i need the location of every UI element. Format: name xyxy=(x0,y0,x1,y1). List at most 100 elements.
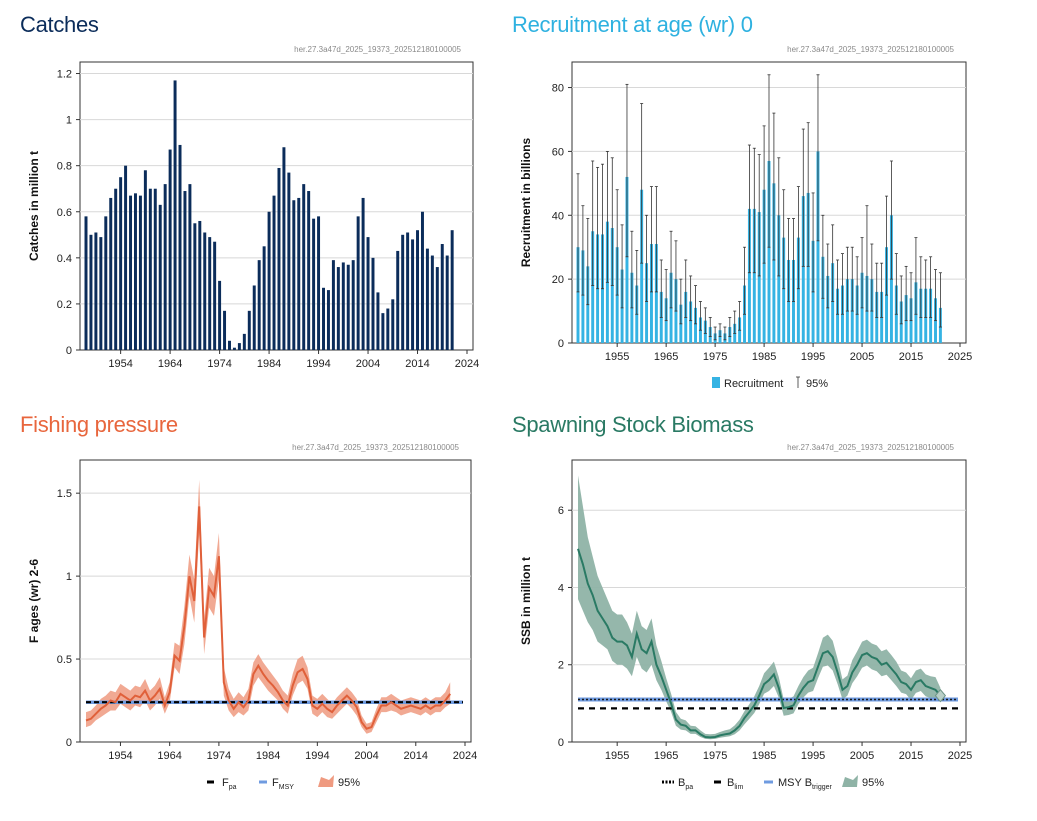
fishing-y-tick-label: 0 xyxy=(66,737,72,749)
catches-bar xyxy=(302,184,306,350)
catches-y-tick-label: 0.2 xyxy=(57,299,72,311)
ssb-x-tick-label: 1955 xyxy=(605,750,629,762)
ssb-legend-bpa-label: Bpa xyxy=(678,777,693,791)
recruitment-bar xyxy=(645,263,649,343)
catches-bar xyxy=(366,237,370,350)
catches-x-tick-label: 1964 xyxy=(158,358,182,370)
ssb-y-axis-label: SSB in million t xyxy=(519,557,533,645)
catches-bar xyxy=(163,184,167,350)
recruitment-bar xyxy=(796,237,800,343)
catches-bar xyxy=(104,216,108,350)
fishing-series-line xyxy=(85,506,452,730)
catches-bar xyxy=(277,167,281,350)
catches-bar xyxy=(356,216,360,350)
catches-bar xyxy=(376,292,380,350)
catches-bar xyxy=(213,241,217,350)
recruitment-y-tick-label: 0 xyxy=(558,338,564,350)
ssb-x-tick-label: 2005 xyxy=(850,750,874,762)
catches-bar xyxy=(416,230,420,350)
recruitment-bar xyxy=(694,307,698,343)
catches-bar xyxy=(292,200,296,350)
catches-bar xyxy=(445,255,449,350)
recruitment-bar xyxy=(836,288,840,343)
ssb-legend-ci-label: 95% xyxy=(862,777,884,789)
catches-bar xyxy=(406,232,410,350)
recruitment-title: Recruitment at age (wr) 0 xyxy=(512,12,753,37)
recruitment-bar xyxy=(762,189,766,343)
catches-bar xyxy=(193,223,197,350)
ssb-x-tick-label: 1985 xyxy=(752,750,776,762)
ssb-chart: 0 2 4 6 1955 1965 1975 1985 1995 2005 2015 2025 SSB … xyxy=(519,443,972,791)
catches-chart: 0 0.2 0.4 0.6 0.8 1 1.2 1954 1964 1974 1984 1994 200… xyxy=(27,45,479,370)
catches-y-tick-label: 1.2 xyxy=(57,69,72,81)
recruitment-y-tick-label: 80 xyxy=(552,83,564,95)
recruitment-bar xyxy=(831,263,835,343)
catches-bar xyxy=(322,287,325,350)
catches-bar xyxy=(242,333,246,350)
catches-bar xyxy=(138,195,142,350)
catches-bar xyxy=(435,267,439,350)
catches-bar xyxy=(109,197,113,350)
recruitment-x-tick-label: 2025 xyxy=(948,351,972,363)
catches-bar xyxy=(183,191,187,350)
ssb-x-tick-label: 2025 xyxy=(948,750,972,762)
catches-bar xyxy=(440,244,444,350)
fishing-y-tick-label: 1 xyxy=(66,571,72,583)
recruitment-x-tick-label: 1985 xyxy=(752,351,776,363)
recruitment-chart: 0 20 40 60 80 1955 1965 1975 1985 1995 2005 2015 202… xyxy=(519,45,972,390)
recruitment-bar xyxy=(772,183,776,343)
catches-bar xyxy=(371,257,375,350)
catches-y-tick-label: 0.8 xyxy=(57,161,72,173)
catches-bar xyxy=(331,260,335,350)
recruitment-x-tick-label: 1965 xyxy=(654,351,678,363)
catches-bar xyxy=(411,239,415,350)
fishing-legend-fmsy-label: FMSY xyxy=(272,777,294,791)
ssb-y-tick-label: 2 xyxy=(558,660,564,672)
recruitment-bar xyxy=(777,215,781,343)
ssb-y-tick-label: 0 xyxy=(558,737,564,749)
catches-x-tick-label: 1954 xyxy=(108,358,132,370)
ssb-x-tick-label: 1975 xyxy=(703,750,727,762)
fishing-x-tick-label: 1974 xyxy=(207,750,231,762)
fishing-x-tick-label: 1984 xyxy=(256,750,280,762)
catches-bar xyxy=(361,197,365,350)
catches-bar xyxy=(401,234,405,350)
catches-bar xyxy=(326,290,330,350)
recruitment-bar xyxy=(816,151,820,343)
recruitment-bar xyxy=(625,176,629,343)
fishing-x-tick-label: 2024 xyxy=(453,750,477,762)
ssb-y-tick-label: 4 xyxy=(558,582,564,594)
catches-bar xyxy=(450,230,454,350)
catches-bar xyxy=(153,188,157,350)
catches-bar xyxy=(228,340,231,350)
catches-x-tick-label: 2024 xyxy=(455,358,479,370)
fishing-x-tick-label: 1964 xyxy=(157,750,181,762)
ssb-y-tick-label: 6 xyxy=(558,505,564,517)
recruitment-y-tick-label: 40 xyxy=(552,210,564,222)
recruitment-bar xyxy=(826,275,830,343)
catches-bar xyxy=(124,165,128,350)
catches-x-tick-label: 2014 xyxy=(405,358,429,370)
catches-bar xyxy=(247,310,251,350)
fishing-x-tick-label: 2004 xyxy=(354,750,378,762)
recruitment-y-tick-label: 60 xyxy=(552,146,564,158)
catches-bar xyxy=(133,193,137,350)
ssb-x-tick-label: 2015 xyxy=(899,750,923,762)
catches-bar xyxy=(425,248,429,350)
catches-source-label: her.27.3a47d_2025_19373_202512180100005 xyxy=(294,45,461,54)
recruitment-bar xyxy=(801,196,805,343)
recruitment-source-label: her.27.3a47d_2025_19373_202512180100005 xyxy=(787,45,954,54)
catches-bar xyxy=(396,250,400,350)
ssb-x-tick-label: 1965 xyxy=(654,750,678,762)
recruitment-bar xyxy=(581,250,585,343)
recruitment-legend-label: Recruitment xyxy=(724,378,783,390)
ssb-legend-ci-swatch xyxy=(842,775,858,787)
ssb-confidence-band xyxy=(578,475,941,740)
catches-bar xyxy=(257,260,261,350)
catches-bar xyxy=(119,177,123,350)
catches-bar xyxy=(203,232,207,350)
catches-bar xyxy=(114,188,118,350)
recruitment-x-tick-label: 1975 xyxy=(703,351,727,363)
catches-bar xyxy=(173,80,177,350)
